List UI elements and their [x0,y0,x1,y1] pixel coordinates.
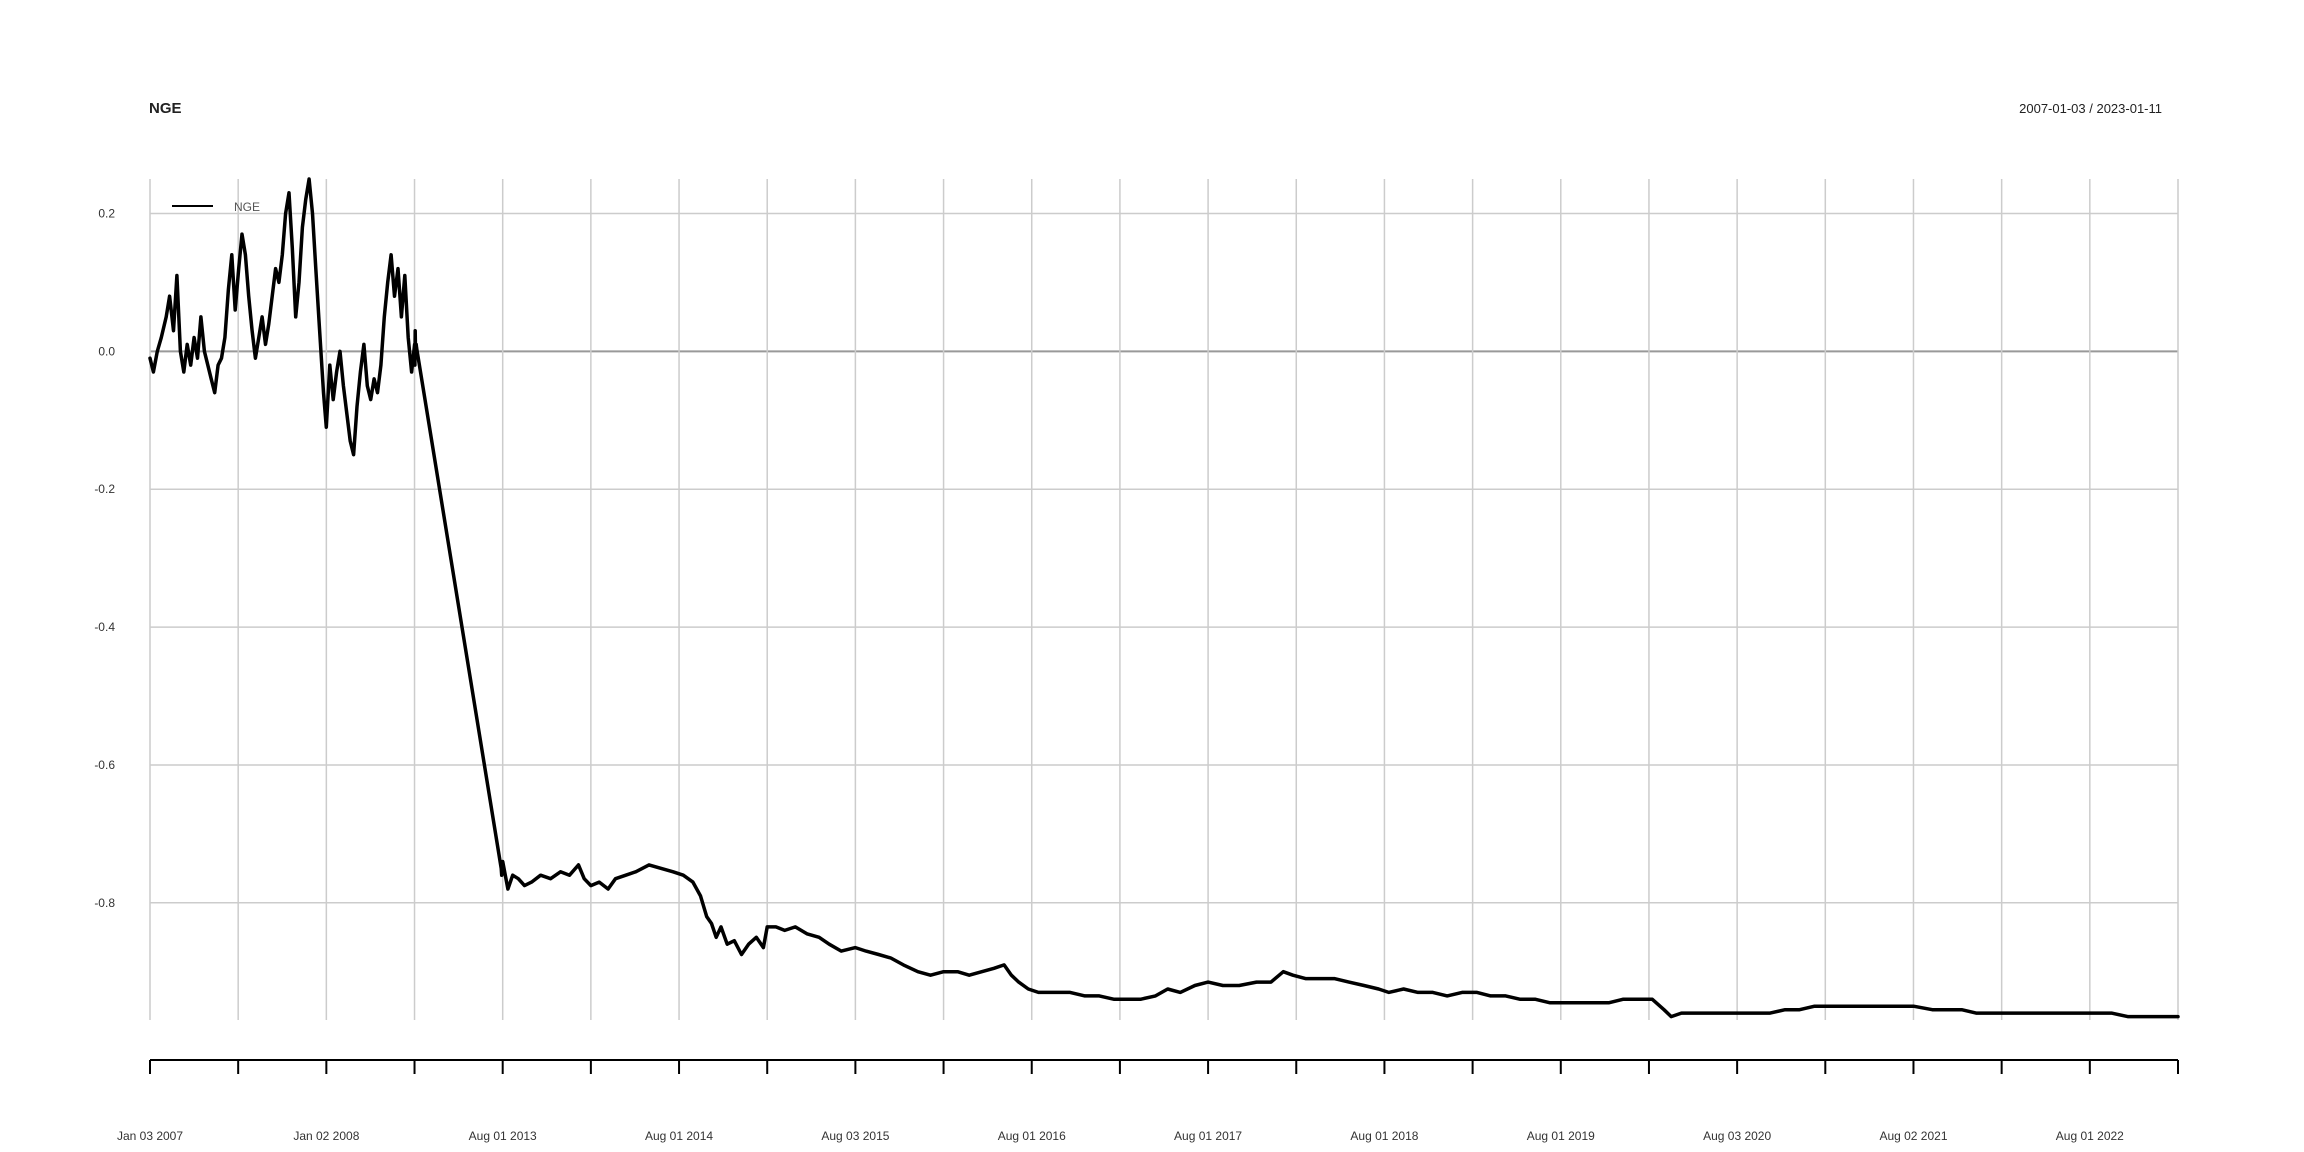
x-tick-label-18: Aug 03 2020 [1703,1129,1771,1143]
y-tick-label-1: 0.0 [98,344,115,358]
x-tick-label-14: Aug 01 2018 [1350,1129,1418,1143]
legend: NGE [172,200,260,214]
x-tick-label-10: Aug 01 2016 [998,1129,1066,1143]
y-tick-label-3: -0.4 [94,620,115,634]
y-axis: 0.2 0.0 -0.2 -0.4 -0.6 -0.8 [94,206,115,909]
series-line-nge [150,179,2178,1017]
x-tick-label-22: Aug 01 2022 [2056,1129,2124,1143]
y-tick-label-5: -0.8 [94,896,115,910]
x-axis: Jan 03 2007 Jan 02 2008 Aug 01 2013 Aug 01 … [117,1060,2178,1143]
date-range-label: 2007-01-03 / 2023-01-11 [2019,101,2162,116]
series-layer [150,179,2178,1017]
x-tick-label-4: Aug 01 2013 [469,1129,537,1143]
x-tick-label-2: Jan 02 2008 [293,1129,359,1143]
y-tick-label-0: 0.2 [98,206,115,220]
x-tick-label-20: Aug 02 2021 [1879,1129,1947,1143]
y-tick-label-2: -0.2 [94,482,115,496]
grid [150,179,2178,1020]
x-tick-label-0: Jan 03 2007 [117,1129,183,1143]
x-tick-label-16: Aug 01 2019 [1527,1129,1595,1143]
x-tick-label-12: Aug 01 2017 [1174,1129,1242,1143]
y-tick-label-4: -0.6 [94,758,115,772]
x-tick-label-8: Aug 03 2015 [821,1129,889,1143]
x-tick-label-6: Aug 01 2014 [645,1129,713,1143]
chart-title: NGE [149,100,182,117]
legend-label-nge: NGE [234,200,260,214]
